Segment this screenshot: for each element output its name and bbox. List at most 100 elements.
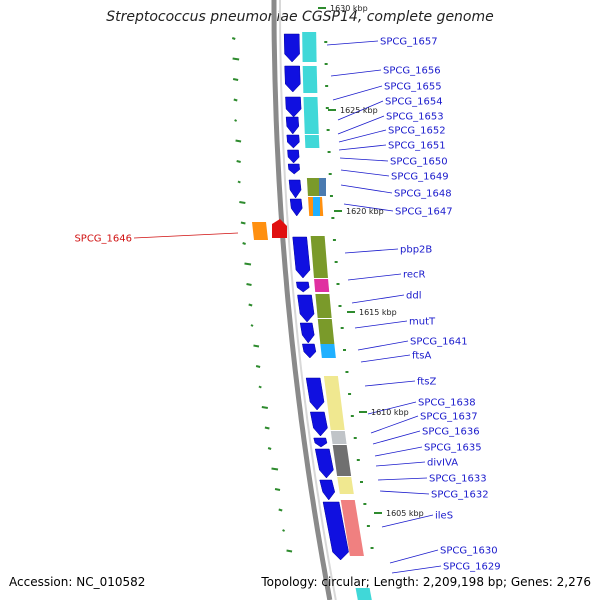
gene-arrow bbox=[287, 163, 300, 175]
cog-block bbox=[340, 500, 364, 556]
gene-label: mutT bbox=[409, 317, 436, 328]
cog-block bbox=[303, 97, 319, 134]
cog-block bbox=[310, 236, 328, 278]
cog-block bbox=[330, 431, 347, 444]
gene-label: SPCG_1651 bbox=[388, 141, 446, 152]
cog-block bbox=[315, 294, 332, 318]
leader-line bbox=[344, 248, 399, 254]
cog-block bbox=[332, 445, 352, 476]
cog-block bbox=[319, 178, 326, 196]
gene-arrow bbox=[322, 501, 349, 561]
cog-block bbox=[355, 588, 372, 600]
gene-label: SPCG_1630 bbox=[440, 546, 498, 557]
gene-arrow bbox=[287, 149, 300, 164]
gc-tick bbox=[235, 139, 242, 143]
gc-tick bbox=[267, 447, 272, 450]
leader-line bbox=[340, 169, 390, 177]
gene-arrow bbox=[299, 322, 315, 344]
backbone-edge bbox=[279, 0, 337, 600]
gc-tick bbox=[248, 303, 253, 307]
leader-line bbox=[367, 401, 417, 415]
gene-arrows bbox=[283, 33, 349, 561]
gene-label: recR bbox=[403, 270, 426, 281]
leader-line bbox=[379, 490, 430, 495]
gene-arrow bbox=[302, 343, 317, 359]
gene-arrow bbox=[289, 198, 303, 217]
cog-block bbox=[252, 222, 268, 240]
cog-block bbox=[314, 279, 330, 292]
cog-block bbox=[306, 178, 322, 196]
gc-tick bbox=[264, 426, 270, 430]
leader-line bbox=[330, 69, 382, 77]
genome-backbone bbox=[271, 0, 337, 600]
gc-tick bbox=[231, 37, 236, 40]
cog-block bbox=[320, 344, 336, 358]
gc-tick bbox=[234, 119, 238, 122]
gene-arrow bbox=[319, 479, 336, 501]
gene-label: ftsZ bbox=[417, 377, 436, 388]
gc-tick bbox=[278, 508, 283, 512]
gene-labels: SPCG_1657 SPCG_1656 SPCG_1655 SPCG_1654 SPCG… bbox=[74, 37, 500, 573]
leader-line bbox=[354, 320, 408, 329]
gene-arrow bbox=[285, 116, 300, 135]
kbp-label: 1625 kbp bbox=[340, 106, 378, 115]
leader-line bbox=[357, 340, 409, 351]
leader-line bbox=[332, 85, 383, 101]
gene-label: divIVA bbox=[427, 458, 458, 469]
gc-tick bbox=[261, 406, 268, 409]
gene-label: SPCG_1648 bbox=[394, 189, 452, 200]
leader-line bbox=[343, 203, 394, 212]
leader-line bbox=[326, 40, 379, 46]
gene-label: SPCG_1632 bbox=[431, 490, 489, 501]
leader-line bbox=[391, 565, 442, 574]
gene-label: SPCG_1653 bbox=[386, 112, 444, 123]
gc-tick bbox=[286, 549, 293, 553]
gene-label: SPCG_1641 bbox=[410, 337, 468, 348]
gc-tick bbox=[274, 488, 281, 491]
gene-arrow bbox=[292, 236, 311, 279]
accession-text: Accession: NC_010582 bbox=[9, 575, 146, 589]
gene-arrow bbox=[284, 65, 301, 93]
gene-label: pbp2B bbox=[400, 245, 432, 256]
backbone-line bbox=[271, 0, 333, 600]
leader-line bbox=[133, 232, 239, 239]
leader-line bbox=[337, 115, 385, 135]
gc-tick bbox=[258, 385, 262, 389]
kbp-label: 1605 kbp bbox=[386, 509, 424, 518]
gene-label: SPCG_1649 bbox=[391, 172, 449, 183]
leader-line bbox=[347, 273, 402, 281]
highlight-gene-arrow bbox=[272, 219, 287, 238]
gc-tick bbox=[282, 529, 286, 532]
gene-label: ddl bbox=[406, 291, 421, 302]
leader-line bbox=[374, 446, 423, 457]
leader-line bbox=[338, 129, 387, 143]
leader-line bbox=[372, 430, 421, 445]
gene-label-highlighted: SPCG_1646 bbox=[74, 234, 132, 245]
gene-arrow bbox=[288, 179, 302, 199]
gene-label: SPCG_1657 bbox=[380, 37, 438, 48]
gc-tick bbox=[271, 467, 279, 471]
gene-label: SPCG_1635 bbox=[424, 443, 482, 454]
leader-line bbox=[360, 354, 411, 363]
gene-arrow bbox=[313, 437, 328, 448]
kbp-label: 1620 kbp bbox=[346, 207, 384, 216]
gene-label: SPCG_1656 bbox=[383, 66, 441, 77]
gc-tick bbox=[244, 262, 252, 266]
gene-label: SPCG_1638 bbox=[418, 398, 476, 409]
cog-block bbox=[304, 135, 320, 148]
gc-tick bbox=[233, 98, 238, 102]
gene-label: SPCG_1647 bbox=[395, 207, 453, 218]
kbp-label: 1610 kbp bbox=[371, 408, 409, 417]
gene-label: SPCG_1654 bbox=[385, 97, 443, 108]
gc-tick bbox=[232, 78, 239, 81]
gene-arrow bbox=[297, 294, 315, 323]
gene-arrow bbox=[286, 134, 300, 149]
map-title: Streptococcus pneumoniae CGSP14, complet… bbox=[106, 9, 494, 25]
leader-line bbox=[377, 477, 428, 481]
leader-line bbox=[364, 380, 416, 387]
gene-label: SPCG_1629 bbox=[443, 562, 501, 573]
gene-label: ileS bbox=[435, 511, 453, 522]
leader-line bbox=[340, 184, 393, 194]
cog-block bbox=[302, 32, 317, 62]
